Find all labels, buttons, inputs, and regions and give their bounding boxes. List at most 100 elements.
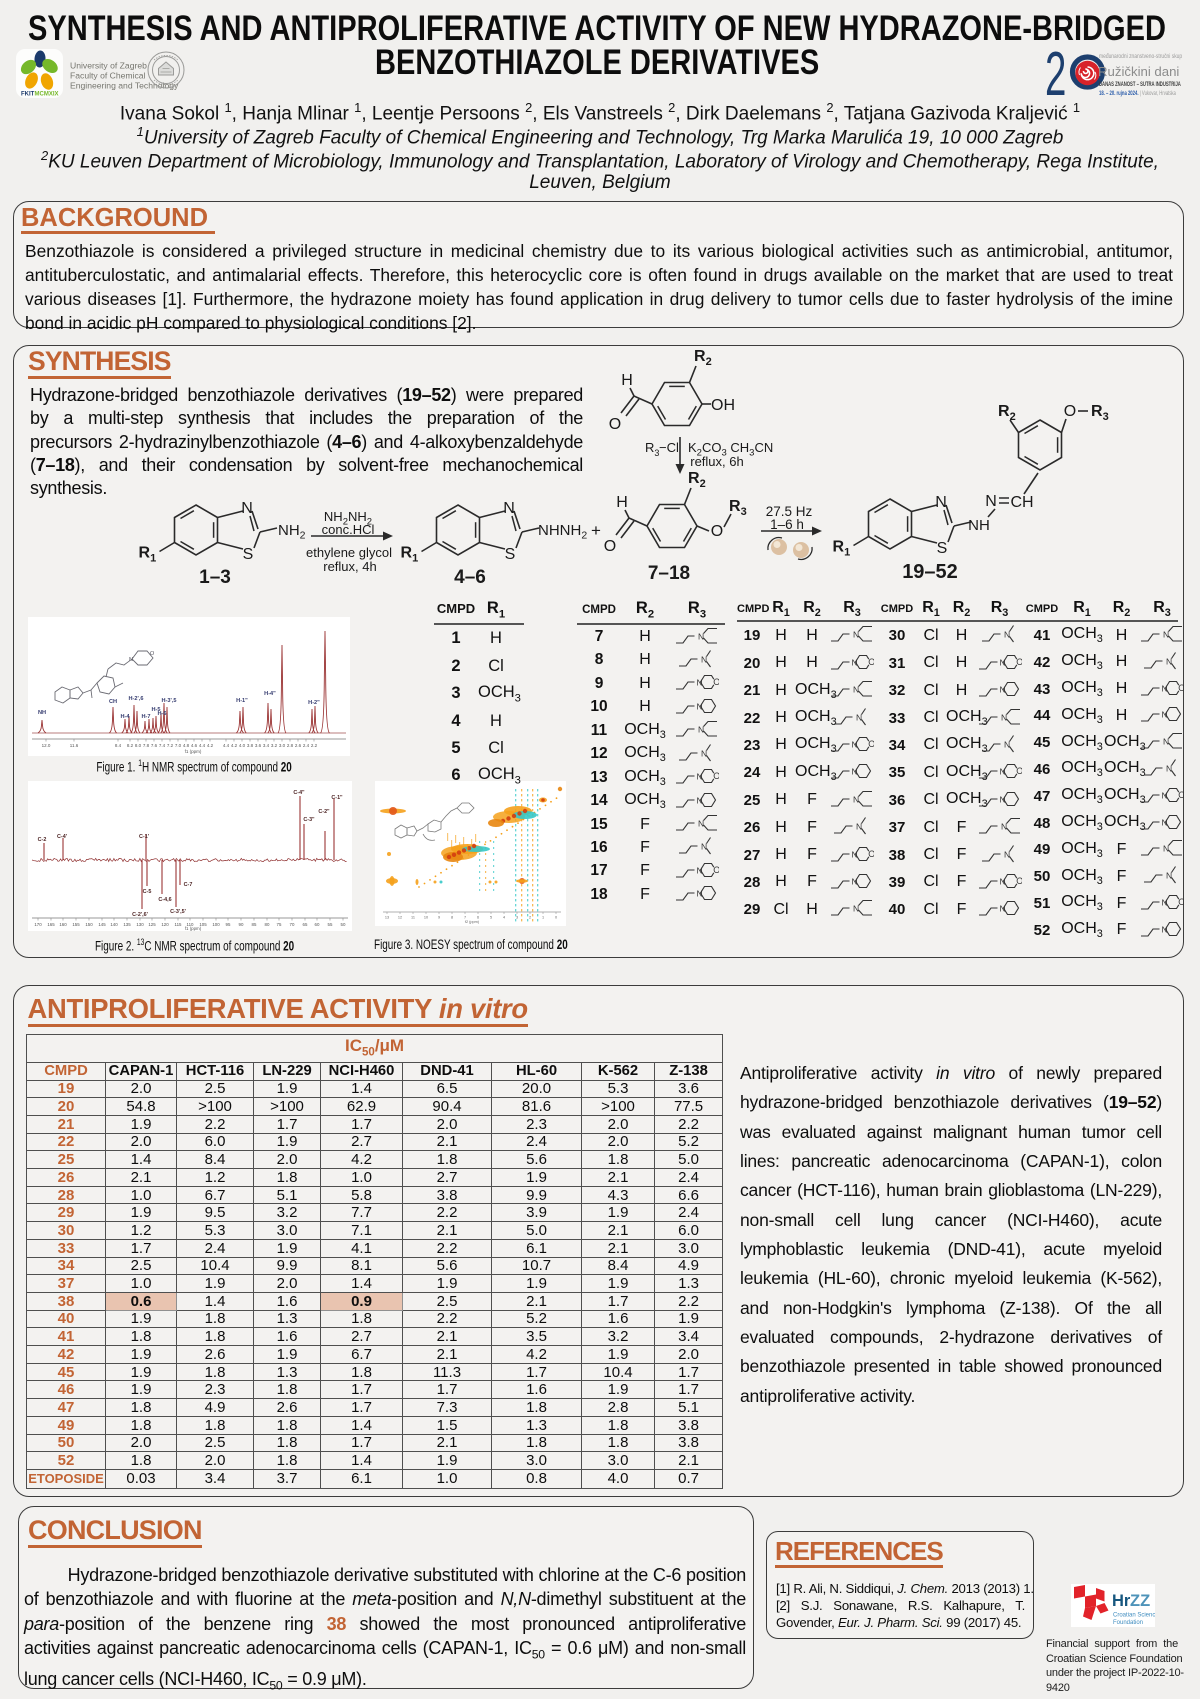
svg-text:O: O: [604, 538, 616, 555]
svg-text:9: 9: [438, 916, 440, 920]
svg-text:C-2: C-2: [38, 837, 47, 843]
svg-text:DANAS ZNANOST – SUTRA INDUSTRI: DANAS ZNANOST – SUTRA INDUSTRIJA: [1099, 81, 1181, 88]
svg-text:2: 2: [1045, 46, 1066, 100]
svg-text:145: 145: [98, 922, 106, 927]
svg-text:H-3',5: H-3',5: [161, 698, 176, 704]
svg-text:115: 115: [175, 922, 183, 927]
svg-text:MCMXIX: MCMXIX: [35, 92, 59, 98]
svg-text:R3: R3: [645, 440, 659, 458]
svg-text:8: 8: [451, 916, 453, 920]
svg-text:NH2NH2: NH2NH2: [324, 509, 372, 528]
svg-text:C-3',5': C-3',5': [170, 909, 186, 915]
svg-text:65: 65: [303, 922, 308, 927]
svg-text:110: 110: [187, 922, 195, 927]
svg-text:27.5 Hz: 27.5 Hz: [766, 504, 813, 519]
svg-text:8.2: 8.2: [127, 743, 134, 748]
svg-text:reflux, 6h: reflux, 6h: [690, 454, 743, 469]
svg-text:105: 105: [199, 922, 207, 927]
svg-text:f1 (ppm): f1 (ppm): [185, 926, 202, 931]
svg-text:H: H: [616, 494, 628, 511]
svg-text:2.2: 2.2: [311, 743, 318, 748]
svg-text:4.8: 4.8: [183, 743, 190, 748]
svg-text:2.4: 2.4: [303, 743, 310, 748]
svg-text:75: 75: [277, 922, 282, 927]
svg-text:80: 80: [265, 922, 270, 927]
svg-text:Hr: Hr: [1112, 1592, 1131, 1610]
svg-text:10: 10: [424, 916, 428, 920]
svg-text:1–6 h: 1–6 h: [770, 517, 804, 532]
svg-text:O: O: [711, 523, 723, 540]
svg-text:H-2',6: H-2',6: [128, 696, 143, 702]
svg-text:University of Zagreb: University of Zagreb: [70, 61, 147, 71]
svg-text:N: N: [985, 493, 997, 510]
svg-text:3: 3: [516, 916, 518, 920]
svg-text:C-2": C-2": [318, 809, 330, 815]
svg-text:2.6: 2.6: [295, 743, 302, 748]
svg-text:R2: R2: [688, 470, 706, 490]
svg-text:50: 50: [341, 922, 346, 927]
svg-text:f2 (ppm): f2 (ppm): [465, 920, 480, 924]
svg-text:međunarodni znanstveno-stručni: međunarodni znanstveno-stručni skup: [1099, 54, 1182, 61]
svg-text:C-2',6': C-2',6': [132, 912, 148, 918]
svg-text:12.0: 12.0: [42, 743, 51, 748]
svg-text:135: 135: [123, 922, 131, 927]
svg-text:3.8: 3.8: [247, 743, 254, 748]
svg-text:H-2": H-2": [308, 700, 320, 706]
svg-text:85: 85: [252, 922, 257, 927]
svg-text:R2: R2: [694, 350, 712, 368]
svg-text:H-7: H-7: [141, 714, 150, 720]
svg-text:3.0: 3.0: [279, 743, 286, 748]
svg-text:4.6: 4.6: [191, 743, 198, 748]
svg-text:NHNH2: NHNH2: [538, 522, 587, 542]
svg-text:R1: R1: [833, 539, 851, 559]
svg-text:0: 0: [555, 916, 557, 920]
svg-text:90: 90: [239, 922, 244, 927]
svg-text:6: 6: [477, 916, 479, 920]
svg-text:C-7: C-7: [184, 882, 193, 888]
svg-text:1–3: 1–3: [199, 567, 231, 588]
svg-text:55: 55: [328, 922, 333, 927]
svg-text:4: 4: [503, 916, 505, 920]
svg-text:CH: CH: [109, 699, 117, 705]
svg-text:70: 70: [290, 922, 295, 927]
svg-text:Foundation: Foundation: [1113, 1620, 1143, 1626]
svg-text:NH2: NH2: [278, 522, 306, 542]
svg-text:H-4: H-4: [120, 714, 130, 720]
svg-text:1: 1: [542, 916, 544, 920]
svg-text:O: O: [609, 416, 621, 433]
svg-text:95: 95: [226, 922, 231, 927]
svg-text:130: 130: [136, 922, 144, 927]
svg-text:OH: OH: [711, 397, 735, 414]
svg-text:3.4: 3.4: [263, 743, 270, 748]
svg-text:4.2: 4.2: [231, 743, 238, 748]
svg-text:R2: R2: [998, 403, 1016, 423]
svg-text:C-4": C-4": [293, 790, 305, 796]
svg-text:O: O: [150, 651, 155, 657]
svg-text:11.6: 11.6: [70, 743, 79, 748]
svg-text:NH: NH: [968, 517, 990, 534]
svg-text:H-5: H-5: [151, 707, 160, 713]
svg-text:7–18: 7–18: [648, 563, 690, 584]
svg-text:H-4": H-4": [264, 691, 276, 697]
svg-text:8.4: 8.4: [115, 743, 122, 748]
svg-text:+: +: [591, 521, 601, 540]
svg-text:Faculty of Chemical: Faculty of Chemical: [70, 71, 146, 81]
svg-text:conc.HCl: conc.HCl: [322, 522, 375, 537]
svg-text:155: 155: [72, 922, 80, 927]
svg-text:4.2: 4.2: [207, 743, 214, 748]
svg-text:2: 2: [529, 916, 531, 920]
svg-text:N: N: [129, 657, 133, 663]
svg-text:7: 7: [464, 916, 466, 920]
svg-text:S: S: [243, 546, 254, 563]
svg-text:60: 60: [315, 922, 320, 927]
svg-text:C-4': C-4': [57, 834, 67, 840]
svg-text:4.0: 4.0: [239, 743, 246, 748]
svg-text:S: S: [505, 546, 516, 563]
svg-text:12: 12: [398, 916, 402, 920]
svg-text:7.6: 7.6: [151, 743, 158, 748]
svg-text:18. – 20. rujna 2024. | Vukova: 18. – 20. rujna 2024. | Vukovar, Hrvatsk…: [1099, 90, 1177, 97]
svg-text:reflux, 4h: reflux, 4h: [323, 559, 376, 574]
svg-text:R3: R3: [1091, 403, 1109, 423]
svg-text:ZZ: ZZ: [1130, 1592, 1150, 1610]
svg-text:R3: R3: [729, 498, 747, 518]
